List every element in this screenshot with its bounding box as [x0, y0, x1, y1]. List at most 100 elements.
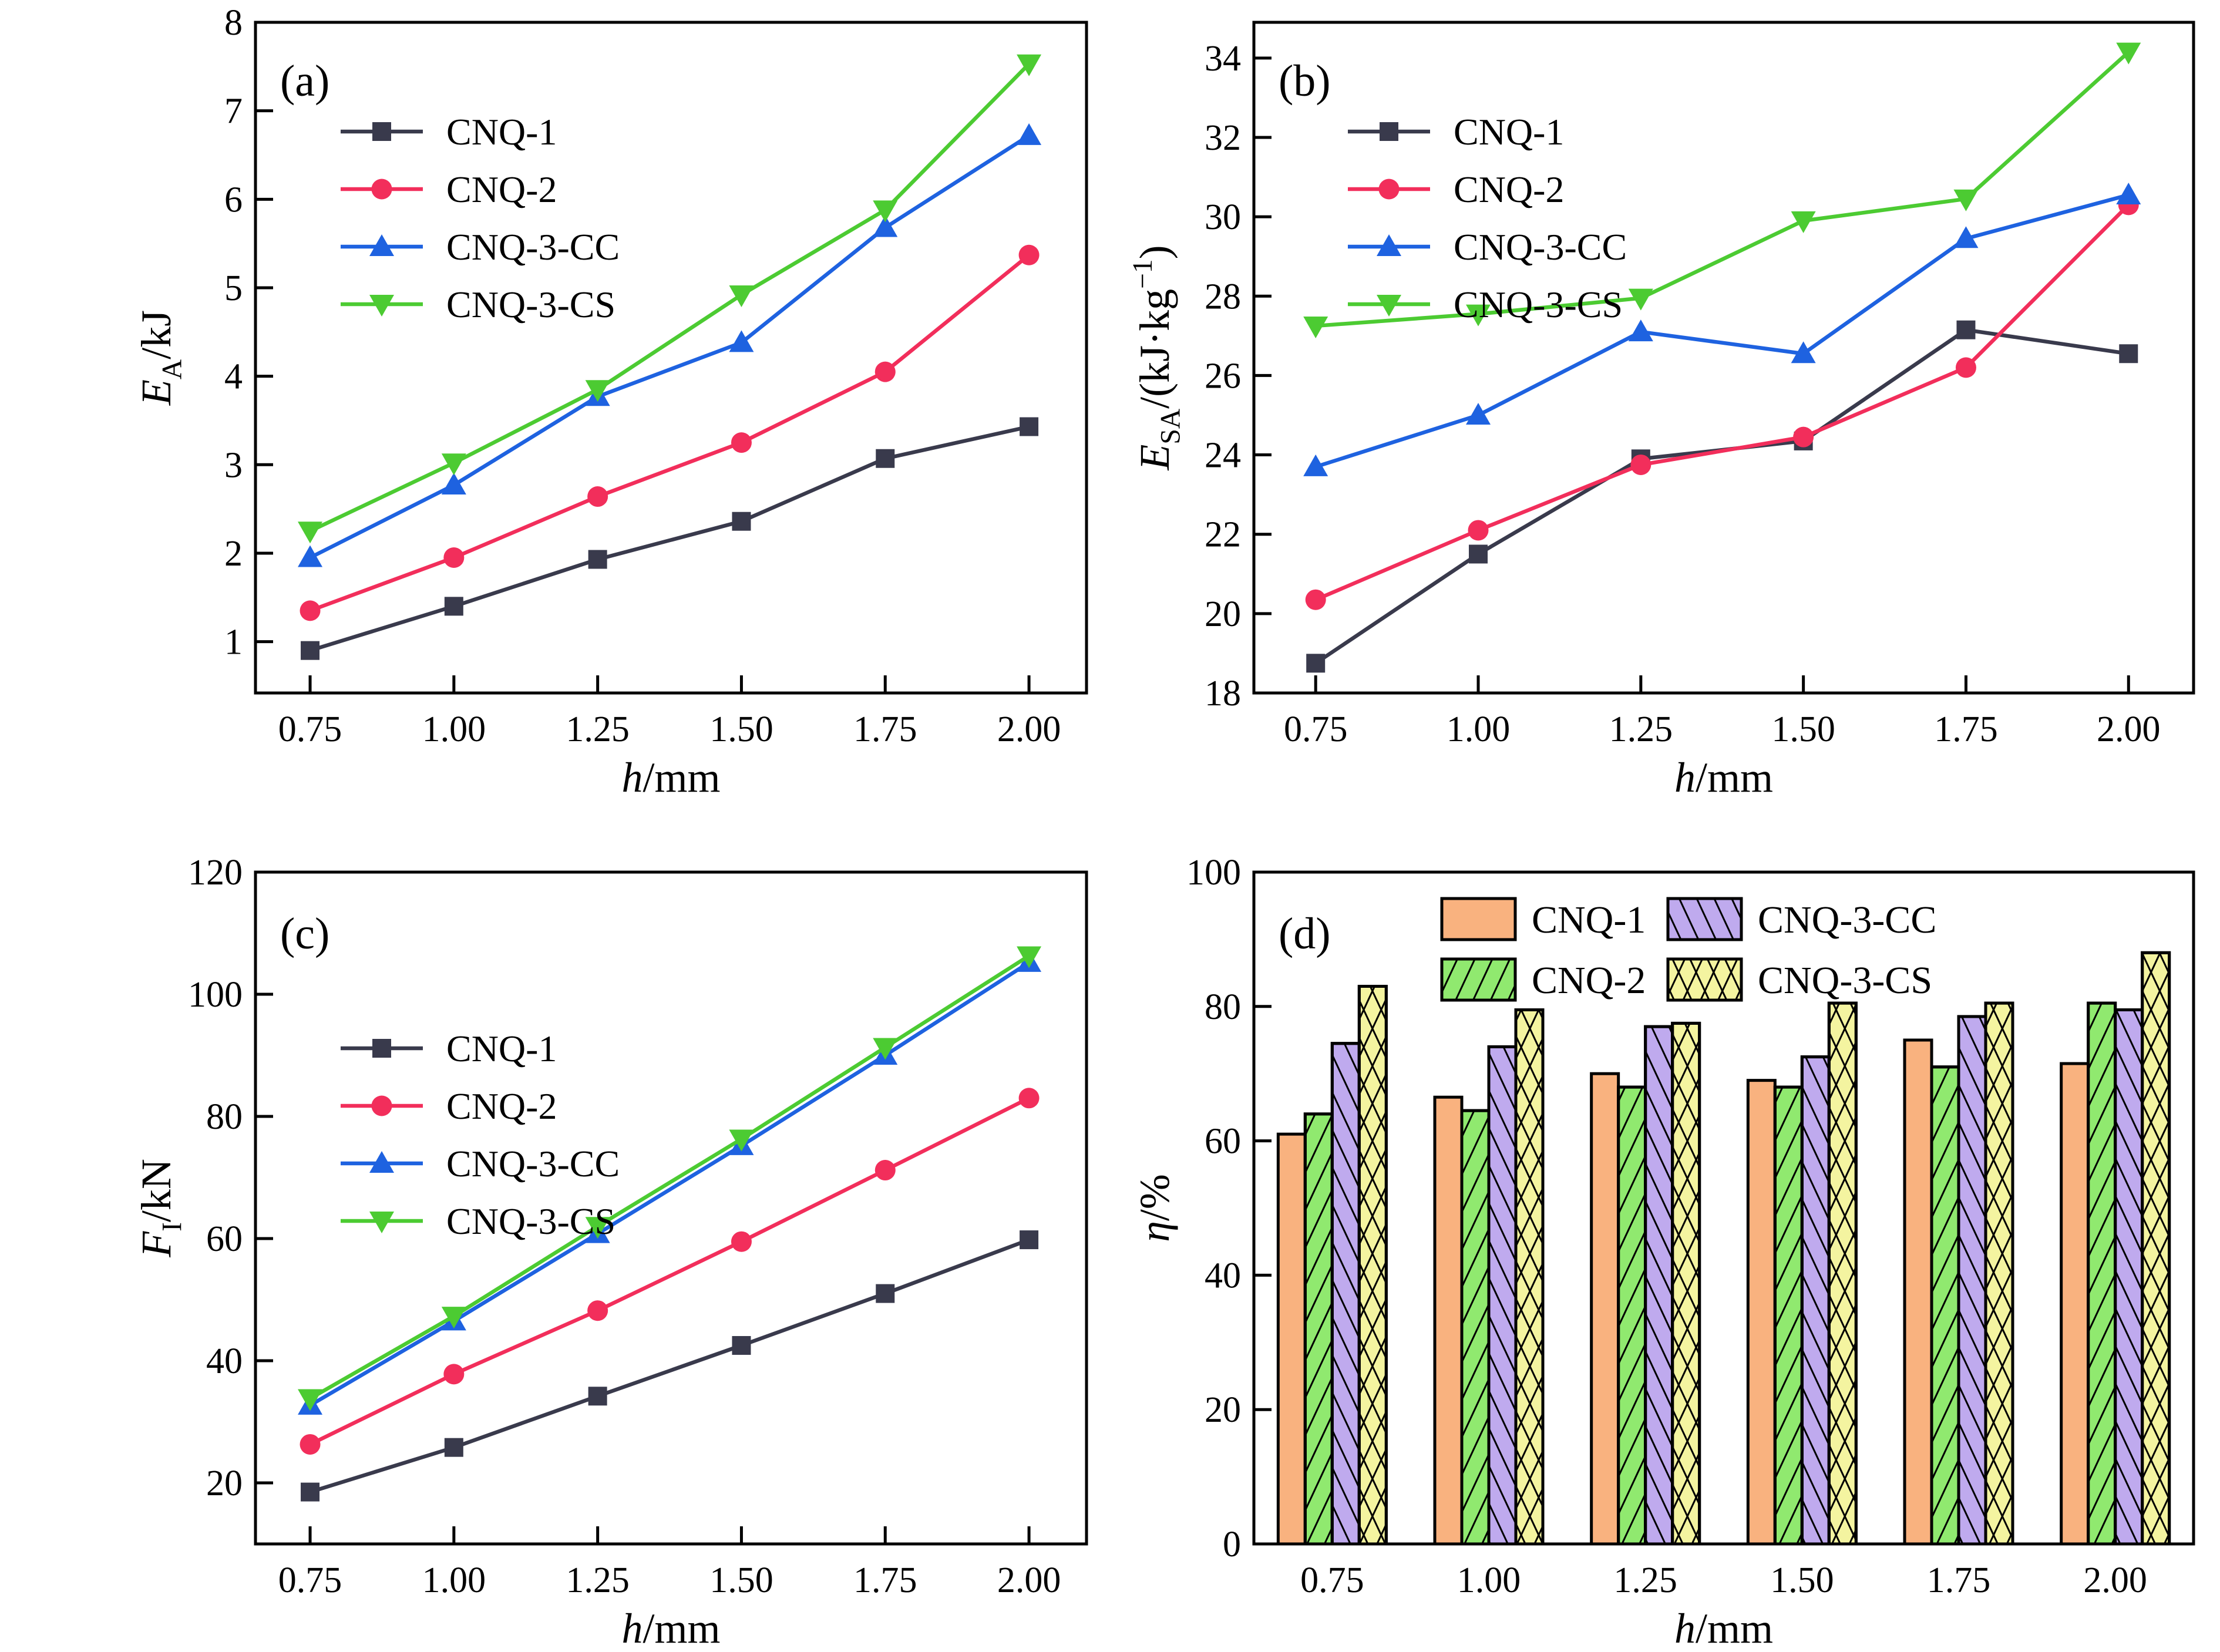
series-marker-CNQ-1 — [301, 1482, 320, 1502]
x-tick-label: 2.00 — [2097, 709, 2161, 749]
legend-marker-CNQ-3-CS — [1377, 295, 1401, 317]
series-marker-CNQ-3-CS — [1017, 54, 1042, 76]
legend-swatch-CNQ-3-CS-hatch2 — [1668, 959, 1741, 1000]
legend-marker-CNQ-3-CC — [369, 234, 394, 256]
series-line-CNQ-2 — [309, 253, 1031, 613]
series-marker-CNQ-3-CS — [298, 521, 323, 544]
legend-label-CNQ-1: CNQ-1 — [446, 1028, 557, 1069]
bar-CNQ-3-CC-2.00-hatch2 — [2115, 1010, 2142, 1544]
y-tick-label: 80 — [206, 1097, 243, 1137]
legend-marker-CNQ-1 — [372, 1039, 391, 1058]
series-marker-CNQ-3-CS — [441, 453, 466, 476]
x-tick-label: 1.00 — [1457, 1560, 1521, 1600]
series-marker-CNQ-1 — [732, 512, 751, 531]
bar-CNQ-3-CS-1.75-border — [1984, 1001, 2014, 1546]
series-marker-CNQ-3-CC — [2116, 182, 2141, 204]
legend-swatch-CNQ-3-CC-border — [1666, 897, 1743, 941]
y-tick-label: 20 — [1205, 594, 1241, 634]
series-marker-CNQ-2 — [1018, 244, 1040, 265]
series-line-CNQ-1 — [1314, 328, 2129, 665]
bar-CNQ-3-CC-1.75-hatch2 — [1959, 1016, 1986, 1544]
series-marker-CNQ-3-CC — [1628, 319, 1653, 342]
series-marker-CNQ-1 — [1306, 654, 1326, 673]
series-marker-CNQ-1 — [588, 550, 607, 569]
series-line-CNQ-3-CC — [309, 961, 1030, 1407]
series-line-CNQ-3-CS — [309, 954, 1030, 1401]
y-tick-label: 7 — [224, 92, 243, 132]
y-axis-title: ESA/(kJ·kg−1) — [1128, 245, 1186, 470]
bar-CNQ-3-CS-0.75-hatch2 — [1359, 986, 1387, 1544]
y-axis-title: η/% — [1131, 1174, 1178, 1242]
series-line-CNQ-3-CS — [1315, 51, 2130, 328]
y-tick-label: 5 — [224, 268, 243, 308]
series-marker-CNQ-2 — [1468, 520, 1489, 541]
x-axis-title: h/mm — [1674, 1605, 1773, 1652]
legend-swatch-CNQ-2-border — [1440, 957, 1517, 1002]
x-axis-title: h/mm — [621, 754, 720, 801]
x-tick-label: 2.00 — [997, 709, 1061, 749]
series-marker-CNQ-3-CS — [441, 1307, 466, 1329]
series-marker-CNQ-2 — [443, 1364, 465, 1385]
series-marker-CNQ-1 — [1020, 1230, 1039, 1250]
panel-c: 20 40 60 80 100 120 FI/kN h/mm (c) 0.75 1.00 1.25 1.… — [0, 822, 1110, 1652]
legend-label-CNQ-3-CS: CNQ-3-CS — [1454, 284, 1623, 325]
y-tick-label: 8 — [224, 3, 243, 43]
bar-CNQ-3-CC-1.00-hatch2 — [1489, 1047, 1516, 1544]
legend-marker-CNQ-3-CS — [369, 295, 394, 317]
series-marker-CNQ-1 — [1469, 544, 1488, 564]
series-marker-CNQ-3-CS — [298, 1389, 323, 1411]
y-tick-label: 20 — [1205, 1390, 1241, 1430]
legend-label-CNQ-1: CNQ-1 — [446, 111, 557, 153]
series-marker-CNQ-2 — [587, 1300, 608, 1321]
bar-CNQ-1-1.75 — [1903, 1038, 1933, 1546]
x-tick-label: 1.25 — [566, 1560, 629, 1600]
series-line-CNQ-2 — [309, 1096, 1030, 1446]
y-tick-label: 22 — [1205, 515, 1241, 555]
chart-c-initial-peak-force: 20 40 60 80 100 120 FI/kN h/mm (c) 0.75 1.00 1.25 1.… — [133, 853, 1088, 1652]
legend-marker-CNQ-3-CS — [369, 1212, 394, 1233]
x-tick-label: 1.75 — [853, 709, 917, 749]
series-marker-CNQ-3-CS — [1791, 211, 1816, 233]
legend-label-CNQ-3-CC: CNQ-3-CC — [1758, 899, 1936, 941]
legend-label-CNQ-3-CS: CNQ-3-CS — [446, 1200, 615, 1242]
series-marker-CNQ-3-CS — [1953, 189, 1979, 211]
x-tick-label: 1.75 — [1934, 709, 1998, 749]
series-marker-CNQ-2 — [1955, 357, 1976, 378]
series-marker-CNQ-3-CS — [1466, 304, 1491, 327]
series-marker-CNQ-3-CC — [873, 215, 898, 237]
x-axis-title: h/mm — [1674, 754, 1773, 801]
series-marker-CNQ-3-CS — [729, 285, 754, 308]
panel-a: 1 2 3 4 5 6 7 8 EA/kJ h/mm (a) 0.75 1.00 1.25 1.50 1.75… — [0, 0, 1110, 822]
y-tick-label: 26 — [1205, 356, 1241, 396]
series-marker-CNQ-3-CS — [585, 380, 610, 402]
bar-CNQ-1-1.25 — [1590, 1072, 1620, 1546]
y-tick-label: 6 — [224, 180, 243, 220]
series-marker-CNQ-2 — [587, 486, 608, 507]
x-tick-label: 0.75 — [1300, 1560, 1364, 1600]
y-tick-label: 40 — [206, 1341, 243, 1381]
legend-label-CNQ-1: CNQ-1 — [1532, 899, 1646, 941]
panel-(d)-frame — [1252, 870, 2195, 1546]
legend-swatch-CNQ-1 — [1440, 897, 1517, 941]
legend-marker-CNQ-2 — [1378, 179, 1400, 200]
y-tick-label: 80 — [1205, 987, 1241, 1027]
legend-label-CNQ-1: CNQ-1 — [1454, 111, 1564, 153]
panel-letter: (a) — [280, 56, 329, 106]
y-tick-label: 34 — [1205, 39, 1241, 79]
series-marker-CNQ-3-CS — [1303, 316, 1328, 338]
y-tick-label: 28 — [1205, 277, 1241, 317]
x-tick-label: 1.75 — [1927, 1560, 1991, 1600]
x-tick-label: 2.00 — [2083, 1560, 2147, 1600]
y-axis-title: EA/kJ — [133, 310, 188, 406]
legend-marker-CNQ-3-CC — [1377, 234, 1401, 256]
series-line-CNQ-1 — [310, 1238, 1030, 1494]
series-marker-CNQ-3-CS — [873, 1038, 898, 1060]
series-marker-CNQ-2 — [1018, 1088, 1040, 1109]
y-tick-label: 0 — [1223, 1525, 1241, 1564]
bar-CNQ-3-CS-1.50-border — [1827, 1001, 1858, 1546]
legend-label-CNQ-2: CNQ-2 — [446, 1085, 557, 1127]
chart-a-energy-absorption: 1 2 3 4 5 6 7 8 EA/kJ h/mm (a) 0.75 1.00 1.25 1.50 1.75… — [133, 3, 1088, 801]
series-line-CNQ-3-CC — [1315, 193, 2130, 469]
bar-CNQ-1-2.00 — [2060, 1062, 2090, 1546]
